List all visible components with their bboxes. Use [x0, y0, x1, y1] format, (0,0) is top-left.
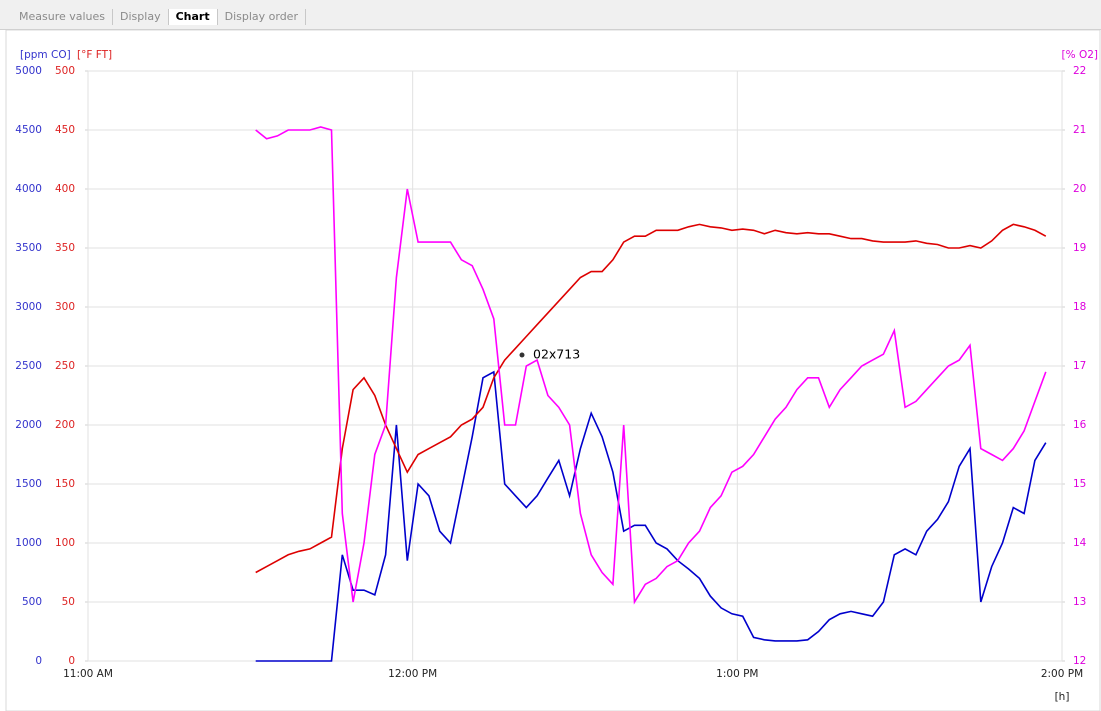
y2-tick-label: 350 [55, 242, 75, 254]
y-tick-label: 4000 [15, 183, 42, 195]
y3-tick-label: 14 [1073, 537, 1087, 549]
y-tick-label: 500 [22, 596, 42, 608]
y2-tick-label: 0 [68, 655, 75, 667]
y3-tick-label: 12 [1073, 655, 1086, 667]
cursor-annotation: 02x713 [533, 347, 580, 362]
tab[interactable]: Chart [168, 9, 218, 25]
chart: [ppm CO] [°F FT] [% O2] [h] 050010001500… [5, 30, 1101, 711]
y-tick-label: 1500 [15, 478, 42, 490]
y3-tick-label: 21 [1073, 124, 1086, 136]
y-tick-label: 2500 [15, 360, 42, 372]
series-line [255, 370, 1047, 662]
y2-tick-label: 150 [55, 478, 75, 490]
y3-axis-label: [% O2] [1062, 49, 1098, 61]
y-tick-label: 2000 [15, 419, 42, 431]
y2-axis-label: [°F FT] [77, 49, 112, 61]
y-tick-label: 1000 [15, 537, 42, 549]
y3-tick-label: 16 [1073, 419, 1087, 431]
x-tick-label: 12:00 PM [388, 668, 437, 680]
tab[interactable]: Measure values [12, 9, 114, 25]
y2-tick-label: 100 [55, 537, 75, 549]
y2-tick-label: 450 [55, 124, 75, 136]
y-tick-label: 3000 [15, 301, 42, 313]
y3-tick-label: 13 [1073, 596, 1086, 608]
series-line [255, 223, 1047, 574]
y2-tick-label: 50 [62, 596, 75, 608]
y2-tick-label: 200 [55, 419, 75, 431]
cursor-marker [519, 352, 525, 358]
y-tick-label: 5000 [15, 65, 42, 77]
x-tick-label: 1:00 PM [716, 668, 758, 680]
y-tick-label: 4500 [15, 124, 42, 136]
tab-bar: Measure values Display Chart Display order [0, 0, 1101, 30]
y2-tick-label: 400 [55, 183, 75, 195]
y3-tick-label: 18 [1073, 301, 1086, 313]
y2-tick-label: 250 [55, 360, 75, 372]
series-line [255, 126, 1047, 605]
x-tick-label: 11:00 AM [63, 668, 113, 680]
y-axis-label: [ppm CO] [20, 49, 71, 61]
y3-tick-label: 22 [1073, 65, 1086, 77]
y2-tick-label: 300 [55, 301, 75, 313]
x-axis-label: [h] [1055, 691, 1070, 703]
tab[interactable]: Display [113, 9, 169, 25]
y3-tick-label: 17 [1073, 360, 1086, 372]
y-tick-label: 0 [35, 655, 42, 667]
x-tick-label: 2:00 PM [1041, 668, 1083, 680]
y3-tick-label: 15 [1073, 478, 1086, 490]
y3-tick-label: 19 [1073, 242, 1086, 254]
y-tick-label: 3500 [15, 242, 42, 254]
tab[interactable]: Display order [218, 9, 306, 25]
y2-tick-label: 500 [55, 65, 75, 77]
y3-tick-label: 20 [1073, 183, 1086, 195]
